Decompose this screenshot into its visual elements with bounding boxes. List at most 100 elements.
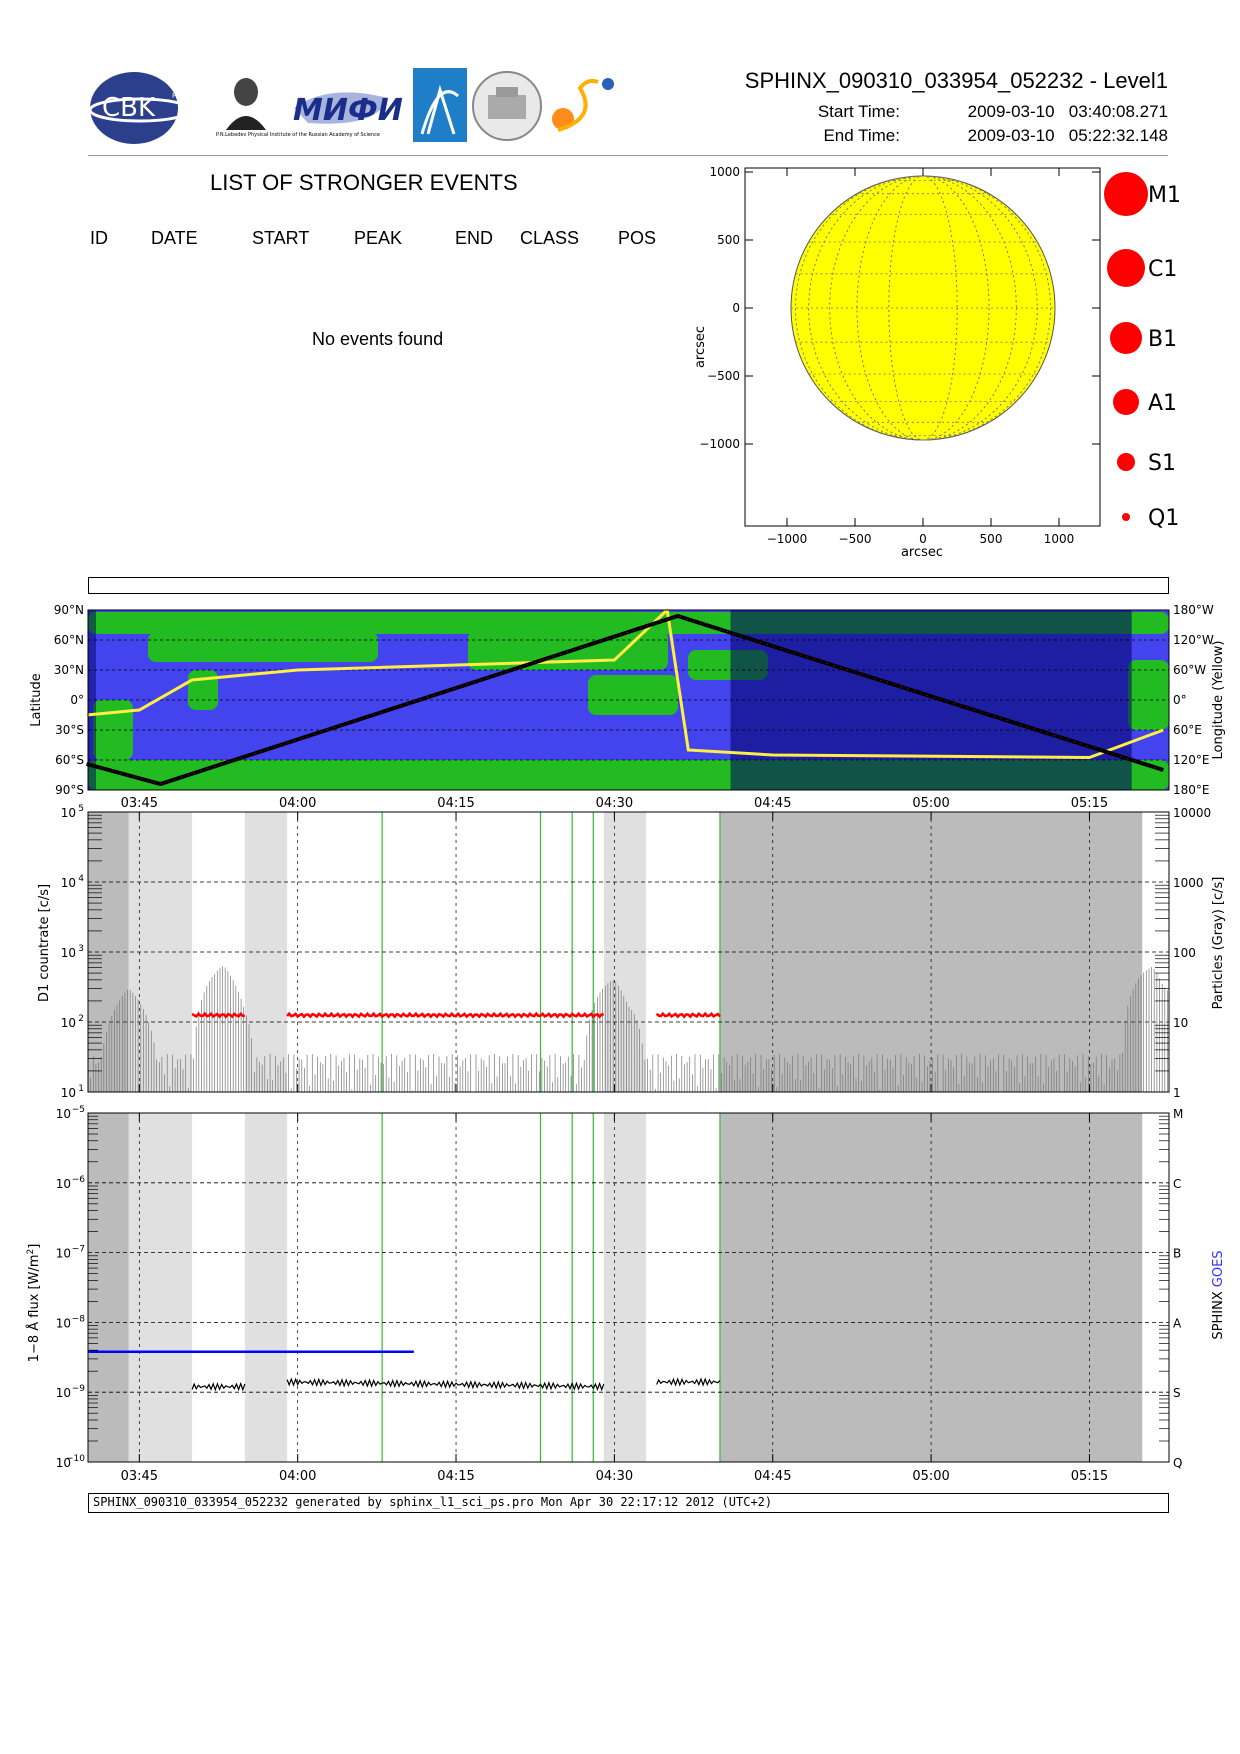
end-time-label: End Time: [823,126,900,145]
land-mass [188,670,218,710]
class-marker-m1 [1104,172,1148,216]
column-end: END [455,228,494,248]
svg-text:CBK: CBK [102,93,156,123]
logo-strip: CBK PAN P.N.Lebedev Physical Institute o… [88,68,628,148]
sun-disk [790,175,1056,441]
sun-xtick-label: 1000 [1044,532,1075,546]
sphinx-flux-trace [656,1377,721,1387]
cbk-logo: CBK PAN [88,72,192,144]
goes-class-tick-label: C [1173,1177,1181,1191]
latitude-tick-label: 90°N [54,603,84,617]
countrate-ylabel-right: Particles (Gray) [c/s] [1211,877,1226,1010]
flux-tick-label: 10 [56,1177,71,1191]
goes-class-tick-label: M [1173,1107,1183,1121]
sun-ytick-label: 0 [732,301,740,315]
sphinx-flux-trace [286,1377,605,1392]
goes-class-tick-label: B [1173,1247,1181,1261]
column-date: DATE [151,228,198,248]
particle-shade [128,1113,193,1462]
svg-text:МИФИ: МИФИ [293,93,403,128]
sun-ytick-label: −500 [707,369,740,383]
longitude-tick-label: 0° [1173,693,1187,707]
land-mass [588,675,678,715]
logos: CBK PAN P.N.Lebedev Physical Institute o… [88,68,614,144]
start-time-value: 2009-03-10 03:40:08.271 [967,102,1168,121]
orbit-ylabel-right: Longitude (Yellow) [1211,641,1226,760]
events-columns: ID DATE START PEAK END CLASS POS [88,228,688,252]
sun-xtick-label: 500 [980,532,1003,546]
no-events-message: No events found [312,329,444,349]
flux-time-label: 04:45 [754,1469,791,1484]
class-legend: M1 C1 B1 A1 S1 Q1 [1104,172,1181,531]
longitude-tick-label: 60°E [1173,723,1202,737]
flux-ylabel-right: SPHINXGOES [1211,1250,1226,1339]
flux-tick-label: 10 [56,1316,71,1330]
flux-tick-exponent: −7 [72,1245,85,1255]
sun-ticks: −1000 −500 0 500 1000 1000 500 0 −500 −1000 [699,165,1100,546]
d1-countrate-trace [191,1011,246,1019]
column-pos: POS [618,228,657,248]
events-title: LIST OF STRONGER EVENTS [210,170,518,195]
class-label-a1: A1 [1148,391,1177,416]
flux-ylabel-left: 1−8 Å flux [W/m2] [26,1244,42,1363]
goes-class-tick-label: A [1173,1316,1182,1330]
footer-caption: SPHINX_090310_033954_052232 generated by… [88,1493,1169,1513]
flux-tick-exponent: −5 [72,1105,85,1115]
lebedev-logo: P.N.Lebedev Physical Institute of the Ru… [216,74,380,138]
flux-tick-label: 10 [56,1386,71,1400]
sun-ytick-label: 500 [717,233,740,247]
land-mass [148,632,378,662]
end-time-value: 2009-03-10 05:22:32.148 [967,126,1168,145]
countrate-tick-label: 10 [61,806,76,820]
countrate-frame [87,811,1170,1093]
orbit-time-label: 04:00 [279,796,316,811]
class-label-s1: S1 [1148,451,1176,476]
orbit-time-label: 03:45 [121,796,158,811]
goes-class-tick-label: S [1173,1386,1181,1400]
orbit-time-label: 04:30 [596,796,633,811]
flux-frame [87,1112,1170,1463]
class-marker-b1 [1110,322,1142,354]
sun-logo [552,78,614,132]
observatory-seal [472,71,542,141]
longitude-tick-label: 120°E [1173,753,1210,767]
sun-xlabel: arcsec [901,545,943,560]
countrate-tick-exponent: 5 [78,804,84,814]
sun-disk-plot: −1000 −500 0 500 1000 1000 500 0 −500 −1000 arcse… [693,165,1101,560]
flux-tick-label: 10 [56,1456,71,1470]
countrate-tick-label: 10 [61,1016,76,1030]
flux-tick-exponent: −6 [72,1175,86,1185]
d1-countrate-trace [655,1011,721,1019]
countrate-tick-label: 10 [61,946,76,960]
sun-xtick-label: 0 [919,532,927,546]
longitude-tick-label: 60°W [1173,663,1206,677]
column-peak: PEAK [354,228,403,248]
countrate-tick-exponent: 1 [78,1084,84,1094]
start-time-label: Start Time: [817,102,900,121]
timeseries-panels: 90°N60°N30°N0°30°S60°S90°S180°W120°W60°W… [26,603,1226,1484]
column-start: START [252,228,310,248]
orbit-time-label: 05:00 [912,796,949,811]
latitude-tick-label: 0° [70,693,84,707]
latitude-tick-label: 60°S [55,753,84,767]
particle-shade [603,1113,647,1462]
sun-ytick-label: −1000 [699,437,740,451]
flux-time-label: 03:45 [121,1469,158,1484]
flux-tick-exponent: −10 [66,1454,85,1464]
flux-time-label: 04:15 [437,1469,474,1484]
countrate-tick-label: 10 [61,1086,76,1100]
orbit-track-dots [86,615,1164,785]
latitude-tick-label: 90°S [55,783,84,797]
header-divider [88,155,1168,156]
class-marker-q1 [1122,513,1130,521]
longitude-line [86,606,1164,760]
particles-tick-label: 100 [1173,946,1196,960]
sun-ylabel: arcsec [693,326,708,368]
orbit-time-label: 04:15 [437,796,474,811]
svg-text:PAN: PAN [172,92,186,100]
space-agency-logo [413,68,467,142]
countrate-tick-exponent: 2 [78,1014,84,1024]
class-label-b1: B1 [1148,327,1177,352]
sun-longitude-line [829,175,1017,441]
particle-shade [244,1113,288,1462]
